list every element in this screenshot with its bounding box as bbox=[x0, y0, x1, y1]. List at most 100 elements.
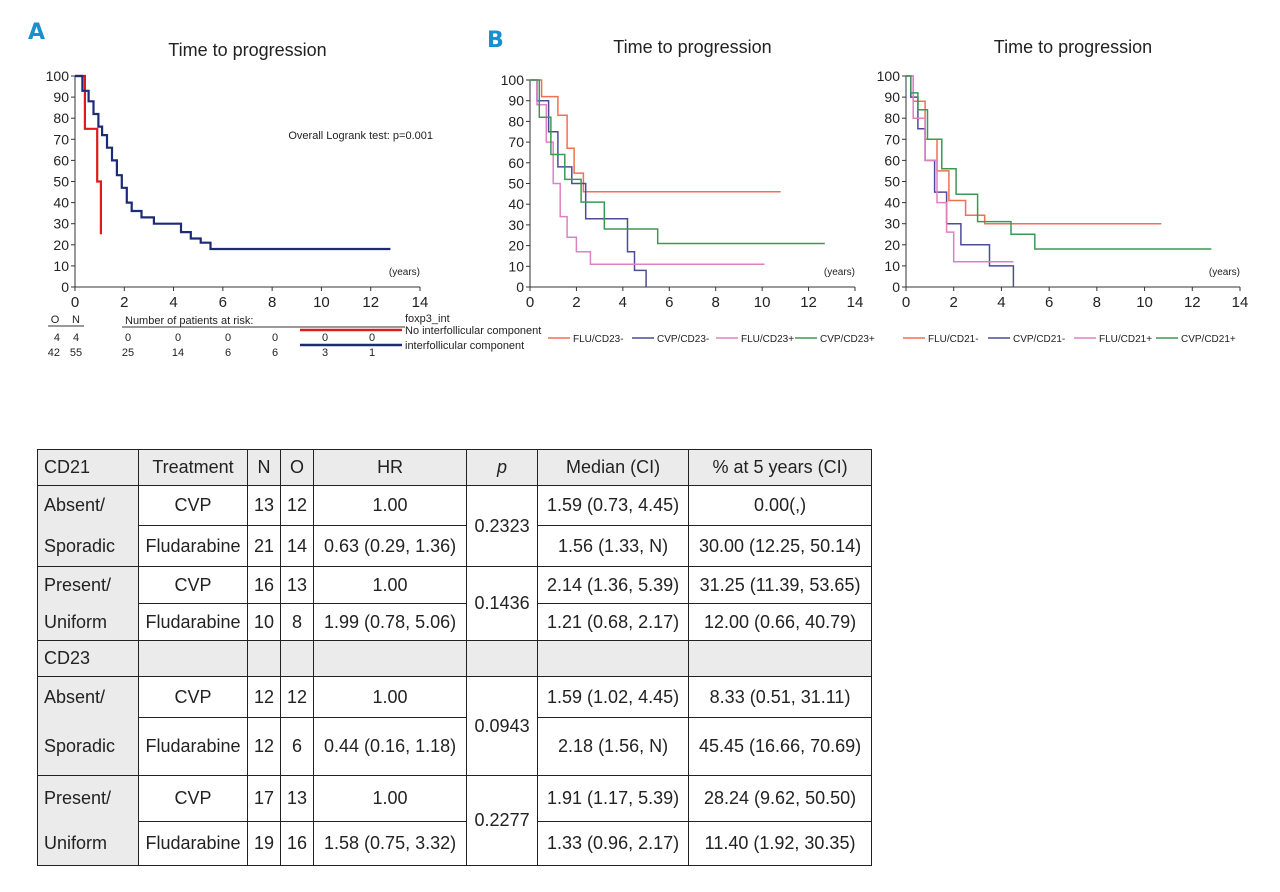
y-tick-label: 10 bbox=[884, 258, 900, 274]
row-hr: 1.00 bbox=[313, 485, 468, 526]
row-treatment: Fludarabine bbox=[138, 525, 248, 567]
y-tick-label: 90 bbox=[53, 89, 69, 105]
y-tick-label: 80 bbox=[53, 110, 69, 126]
row-pct: 12.00 (0.66, 40.79) bbox=[688, 603, 873, 641]
row-o: 12 bbox=[280, 485, 315, 526]
results-table: CD21 Treatment N O HR p Median (CI) % at… bbox=[37, 449, 873, 866]
row-n: 16 bbox=[246, 566, 282, 604]
row-treatment: CVP bbox=[138, 566, 248, 604]
x-tick-label: 4 bbox=[997, 294, 1005, 311]
legend-label: interfollicular component bbox=[405, 340, 524, 352]
y-tick-label: 100 bbox=[501, 72, 525, 88]
row-pct: 31.25 (11.39, 53.65) bbox=[688, 566, 873, 604]
x-tick-label: 14 bbox=[847, 294, 864, 311]
y-tick-label: 90 bbox=[508, 93, 524, 109]
row-treatment: CVP bbox=[138, 775, 248, 822]
row-o: 13 bbox=[280, 775, 315, 822]
header-median: Median (CI) bbox=[537, 449, 690, 486]
row-label: Sporadic bbox=[37, 525, 139, 567]
header-cd21: CD21 bbox=[37, 449, 139, 486]
row-pct: 28.24 (9.62, 50.50) bbox=[688, 775, 873, 822]
legend-label: FLU/CD23+ bbox=[741, 334, 794, 345]
legend-label: FLU/CD21- bbox=[928, 334, 979, 345]
y-tick-label: 50 bbox=[53, 174, 69, 190]
header-hr: HR bbox=[313, 449, 468, 486]
y-tick-label: 0 bbox=[61, 279, 69, 295]
table-row: Present/ CVP 17 13 1.00 0.2277 1.91 (1.1… bbox=[37, 775, 873, 866]
km-curve-cvp-cd21- bbox=[906, 75, 1015, 287]
y-tick-label: 80 bbox=[508, 113, 524, 129]
x-tick-label: 0 bbox=[526, 294, 534, 311]
y-tick-label: 70 bbox=[508, 134, 524, 150]
header-treatment: Treatment bbox=[138, 449, 248, 486]
x-tick-label: 8 bbox=[712, 294, 720, 311]
header-o: O bbox=[280, 449, 315, 486]
table-row: Absent/ CVP 12 12 1.00 0.0943 1.59 (1.02… bbox=[37, 676, 873, 776]
row-treatment: Fludarabine bbox=[138, 603, 248, 641]
y-tick-label: 70 bbox=[53, 131, 69, 147]
panel-label-b: B bbox=[487, 28, 504, 53]
y-tick-label: 40 bbox=[508, 196, 524, 212]
header-p: p bbox=[466, 449, 539, 486]
row-pct: 11.40 (1.92, 30.35) bbox=[688, 821, 873, 866]
table-row: Uniform Fludarabine 19 16 1.58 (0.75, 3.… bbox=[37, 821, 873, 866]
y-tick-label: 90 bbox=[884, 89, 900, 105]
row-o: 14 bbox=[280, 525, 315, 567]
x-tick-label: 12 bbox=[800, 294, 817, 311]
x-axis-label: (years) bbox=[1209, 267, 1240, 278]
row-n: 10 bbox=[246, 603, 282, 641]
x-tick-label: 8 bbox=[268, 294, 276, 311]
km-curve-flu-cd23- bbox=[530, 79, 781, 193]
row-label: Absent/ bbox=[37, 485, 139, 526]
legend-label: FLU/CD23- bbox=[573, 334, 624, 345]
risk-n: 4 bbox=[73, 332, 79, 344]
row-o: 6 bbox=[280, 717, 315, 776]
risk-count: 0 bbox=[322, 332, 328, 344]
x-tick-label: 2 bbox=[120, 294, 128, 311]
table-row: Present/ CVP 16 13 1.00 0.1436 2.14 (1.3… bbox=[37, 566, 873, 641]
risk-count: 14 bbox=[172, 347, 184, 359]
x-tick-label: 14 bbox=[412, 294, 429, 311]
km-curve-flu-cd21- bbox=[906, 75, 1162, 225]
row-label: Absent/ bbox=[37, 676, 139, 718]
legend-label: CVP/CD21- bbox=[1013, 334, 1065, 345]
y-tick-label: 40 bbox=[884, 195, 900, 211]
legend-label: FLU/CD21+ bbox=[1099, 334, 1152, 345]
risk-n: 55 bbox=[70, 347, 82, 359]
y-tick-label: 60 bbox=[53, 152, 69, 168]
y-tick-label: 40 bbox=[53, 195, 69, 211]
row-treatment: Fludarabine bbox=[138, 717, 248, 776]
risk-col-o: O bbox=[51, 314, 60, 326]
km-curve-flu-cd23- bbox=[530, 79, 765, 265]
header-pct5: % at 5 years (CI) bbox=[688, 449, 873, 486]
row-label: Uniform bbox=[37, 821, 139, 866]
chart-title: Time to progression bbox=[994, 37, 1152, 57]
row-median: 1.59 (0.73, 4.45) bbox=[537, 485, 690, 526]
x-tick-label: 4 bbox=[619, 294, 627, 311]
table-header-row: CD21 Treatment N O HR p Median (CI) % at… bbox=[37, 449, 873, 486]
y-tick-label: 80 bbox=[884, 110, 900, 126]
legend-label: CVP/CD21+ bbox=[1181, 334, 1236, 345]
risk-count: 6 bbox=[225, 347, 231, 359]
y-tick-label: 100 bbox=[877, 68, 901, 84]
km-chart-cd21: Time to progression010203040506070809010… bbox=[877, 37, 1249, 345]
risk-o: 4 bbox=[54, 332, 60, 344]
row-hr: 1.99 (0.78, 5.06) bbox=[313, 603, 468, 641]
risk-table-title: Number of patients at risk: bbox=[125, 315, 253, 327]
row-p: 0.1436 bbox=[466, 566, 539, 641]
risk-count: 0 bbox=[369, 332, 375, 344]
x-tick-label: 6 bbox=[1045, 294, 1053, 311]
row-n: 17 bbox=[246, 775, 282, 822]
km-curve-cvp-cd21- bbox=[906, 75, 1212, 250]
y-tick-label: 20 bbox=[508, 238, 524, 254]
row-treatment: CVP bbox=[138, 676, 248, 718]
x-tick-label: 8 bbox=[1093, 294, 1101, 311]
legend-label: CVP/CD23- bbox=[657, 334, 709, 345]
row-median: 1.59 (1.02, 4.45) bbox=[537, 676, 690, 718]
row-p: 0.2323 bbox=[466, 485, 539, 567]
risk-count: 0 bbox=[175, 332, 181, 344]
row-label: Sporadic bbox=[37, 717, 139, 776]
km-curve-cvp-cd23- bbox=[530, 79, 825, 245]
risk-count: 6 bbox=[272, 347, 278, 359]
row-o: 8 bbox=[280, 603, 315, 641]
